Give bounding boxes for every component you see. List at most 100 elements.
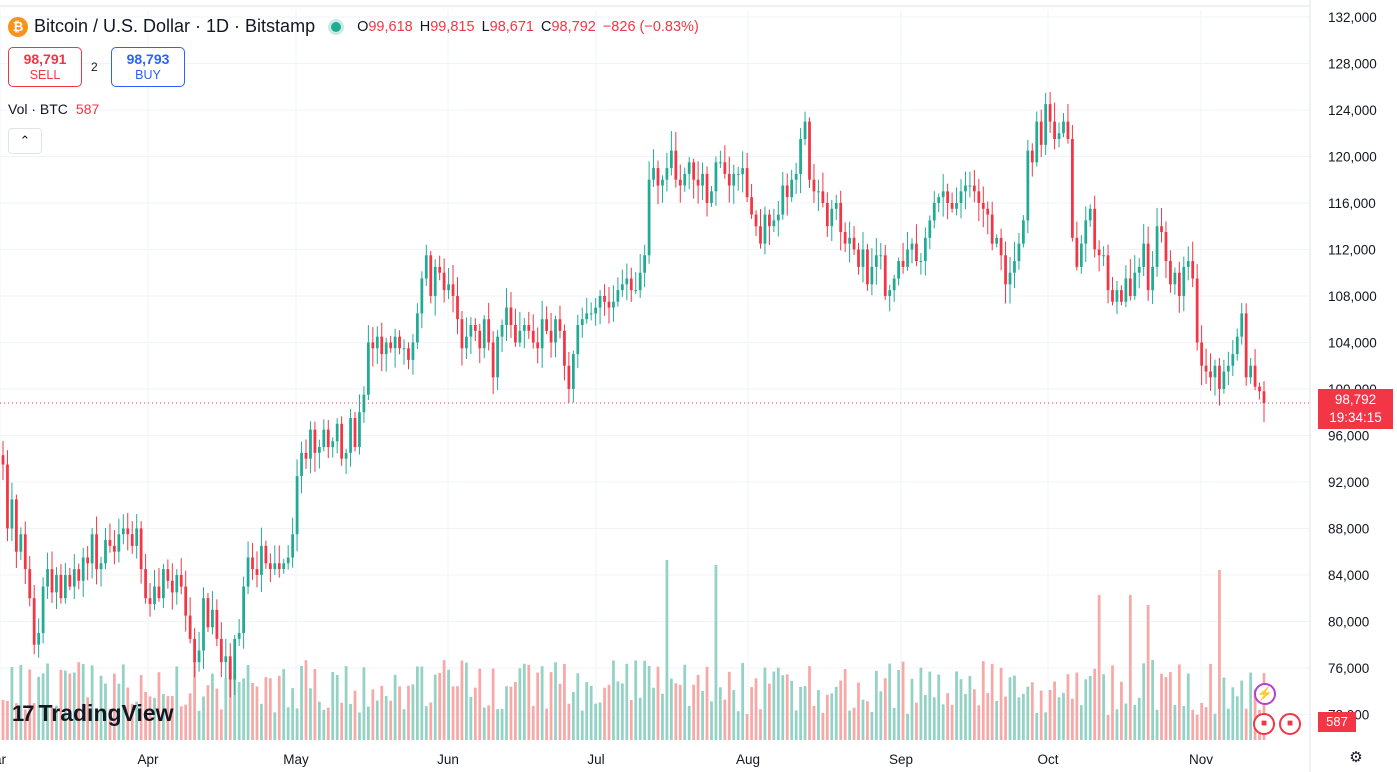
candle-body	[857, 249, 860, 267]
candle-body	[1, 455, 5, 465]
tradingview-logo[interactable]: 17 TradingView	[12, 700, 174, 727]
volume-bar	[1111, 665, 1114, 740]
volume-bar	[1026, 686, 1030, 740]
volume-bar	[1133, 704, 1137, 740]
volume-bar	[402, 709, 406, 740]
candle-body	[86, 557, 90, 564]
candle-body	[1097, 249, 1101, 256]
volume-bar	[429, 702, 433, 740]
candle-body	[616, 290, 620, 302]
candle-body	[799, 139, 802, 174]
candle-body	[1035, 121, 1039, 163]
candle-body	[433, 266, 437, 296]
candle-body	[821, 191, 825, 203]
volume-bar	[255, 686, 259, 740]
candle-body	[1048, 104, 1052, 122]
sell-button[interactable]: 98,791 SELL	[8, 47, 82, 87]
candle-body	[95, 534, 98, 570]
candle-body	[652, 168, 655, 180]
volume-bar	[282, 669, 286, 740]
volume-bar	[126, 687, 130, 740]
candle-body	[371, 342, 375, 349]
candle-body	[32, 598, 36, 645]
candle-body	[674, 150, 678, 180]
volume-bar	[505, 686, 508, 740]
candle-body	[153, 586, 156, 604]
volume-bar	[1017, 697, 1021, 740]
candle-body	[1084, 220, 1088, 244]
candle-body	[1115, 290, 1119, 302]
volume-bar	[705, 666, 709, 740]
volume-bar	[536, 672, 540, 740]
us-flag-event-icon[interactable]: ■	[1253, 713, 1275, 735]
volume-bar	[1244, 708, 1248, 740]
volume-bar	[1164, 677, 1168, 740]
sell-price: 98,791	[23, 51, 67, 67]
candle-body	[197, 650, 201, 663]
volume-bar	[959, 679, 963, 740]
volume-bar	[344, 666, 348, 740]
y-tick-label: 92,000	[1328, 475, 1369, 490]
collapse-legend-button[interactable]: ⌃	[8, 128, 42, 154]
candle-body	[763, 214, 767, 244]
volume-bar	[130, 703, 134, 740]
volume-bar	[340, 702, 344, 740]
candle-body	[1008, 272, 1012, 285]
volume-bar	[607, 684, 611, 740]
volume-bar	[68, 673, 72, 740]
volume-bar	[1120, 681, 1123, 740]
candle-body	[843, 232, 847, 244]
lightning-event-icon[interactable]: ⚡	[1254, 683, 1276, 705]
candle-body	[772, 220, 776, 227]
symbol-title[interactable]: Bitcoin / U.S. Dollar · 1D · Bitstamp	[34, 16, 316, 36]
candle-body	[456, 295, 459, 320]
candle-body	[14, 499, 18, 552]
candle-body	[545, 319, 548, 331]
volume-bar	[500, 708, 504, 740]
volume-bar	[821, 712, 825, 740]
buy-button[interactable]: 98,793 BUY	[111, 47, 185, 87]
x-tick-label: Oct	[1037, 752, 1058, 767]
volume-bar	[803, 686, 807, 740]
volume-bar	[763, 667, 767, 740]
candle-body	[567, 365, 571, 389]
candle-body	[41, 586, 45, 634]
candle-body	[117, 534, 121, 552]
volume-bar	[1128, 595, 1132, 740]
candle-body	[23, 534, 27, 570]
volume-bar	[750, 687, 753, 740]
candle-body	[1226, 365, 1230, 372]
candle-body	[1079, 243, 1083, 267]
us-flag-event-icon-2[interactable]: ■	[1279, 713, 1301, 735]
candle-body	[202, 598, 205, 651]
volume-bar	[121, 664, 125, 740]
volume-bar	[335, 674, 339, 740]
volume-bar	[509, 686, 513, 740]
candle-body	[589, 313, 593, 315]
candle-body	[745, 168, 749, 198]
candle-body	[910, 243, 914, 250]
candle-body	[643, 255, 647, 273]
candle-body	[719, 162, 722, 164]
candle-body	[59, 574, 63, 599]
volume-bar	[549, 672, 553, 740]
volume-bar	[1200, 703, 1203, 740]
settings-gear-icon[interactable]: ⚙	[1349, 749, 1363, 766]
candle-body	[1111, 290, 1114, 302]
candle-body	[237, 633, 241, 639]
volume-bar	[540, 666, 544, 740]
volume-bar	[184, 704, 188, 740]
volume-bar	[937, 674, 941, 740]
x-tick-label: Nov	[1189, 752, 1213, 767]
candle-body	[1151, 266, 1154, 291]
candle-body	[1062, 121, 1065, 134]
candle-body	[260, 545, 263, 575]
candle-body	[1209, 371, 1212, 378]
volume-bar	[46, 663, 49, 740]
candle-body	[607, 301, 611, 308]
y-tick-label: 76,000	[1328, 661, 1369, 676]
candle-body	[1244, 313, 1248, 378]
volume-legend[interactable]: Vol · BTC 587	[8, 101, 99, 117]
candle-body	[714, 162, 718, 192]
